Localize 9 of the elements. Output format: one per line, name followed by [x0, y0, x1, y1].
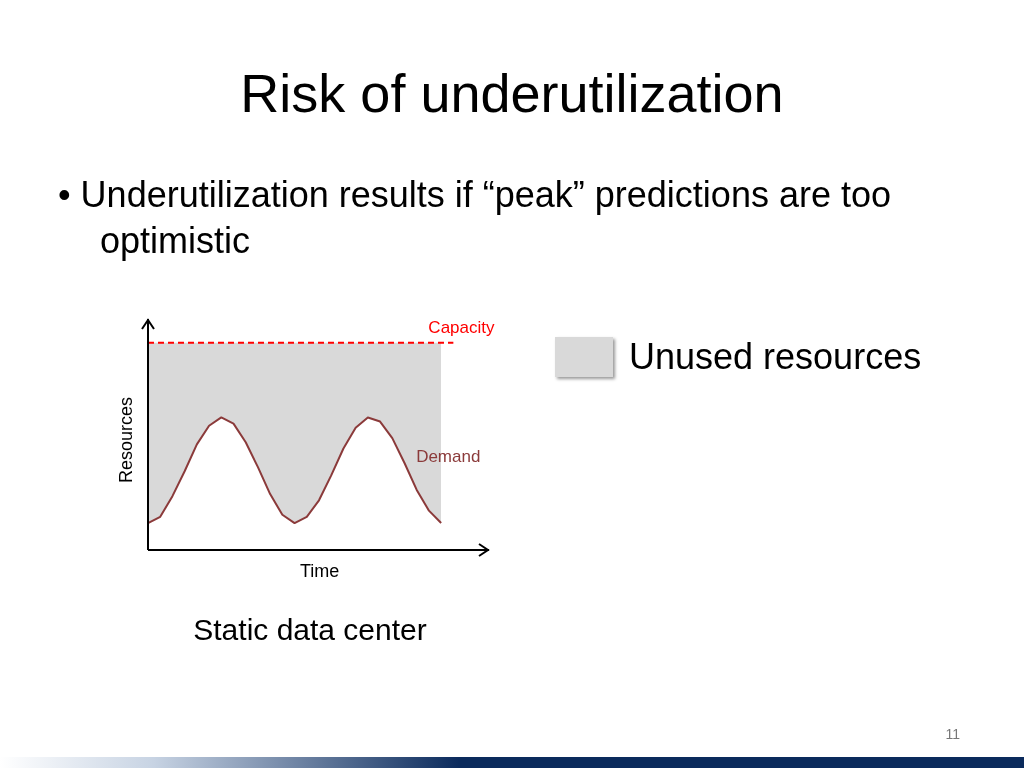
- y-axis-title: Resources: [115, 396, 137, 484]
- legend-label: Unused resources: [629, 336, 922, 378]
- chart-title: Risk of underutilization: [239, 62, 785, 124]
- text: 11: [944, 726, 960, 742]
- series-label: Demand: [416, 446, 481, 466]
- series-label: Capacity: [428, 318, 495, 338]
- chart-subtitle: • Underutilization results if “peak” predictions are too optimistic: [58, 173, 892, 263]
- text: Static data center: [192, 613, 428, 647]
- x-axis-title: Time: [300, 561, 340, 582]
